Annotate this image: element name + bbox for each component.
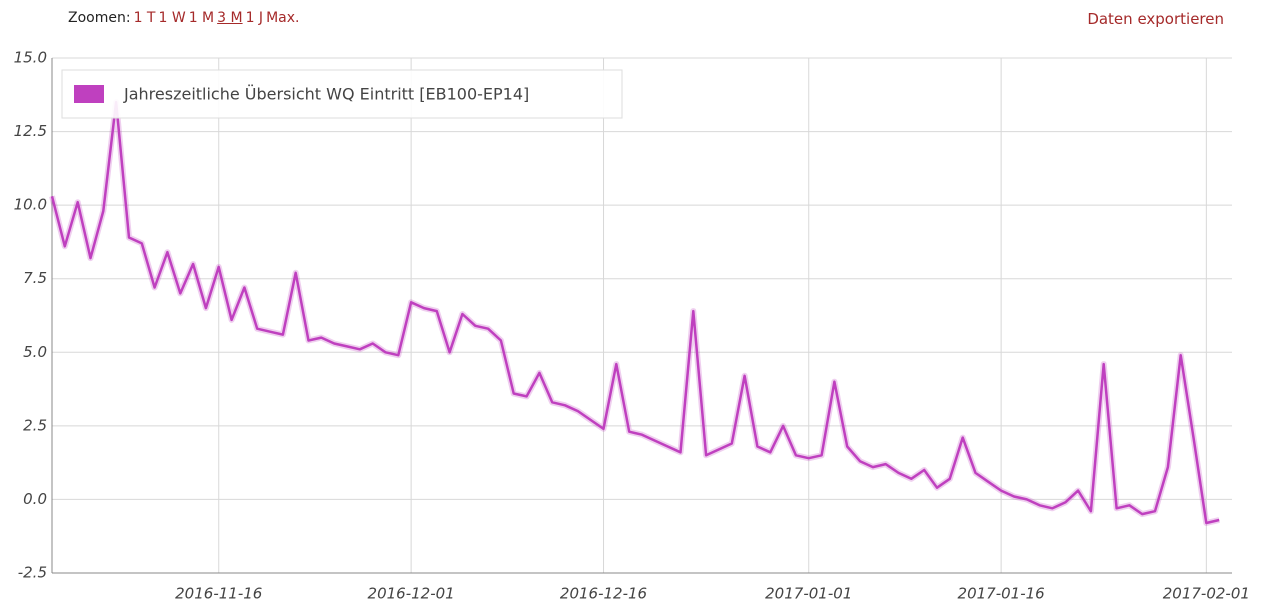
export-link[interactable]: Daten exportieren <box>1087 10 1224 28</box>
y-tick-label: 0.0 <box>23 490 47 508</box>
line-shadow <box>49 99 1220 526</box>
x-tick-label: 2016-12-16 <box>560 585 647 603</box>
legend-label: Jahreszeitliche Übersicht WQ Eintritt [E… <box>123 85 529 104</box>
y-tick-label: 2.5 <box>23 416 47 434</box>
zoom-option[interactable]: 1 T <box>133 10 156 26</box>
legend-swatch <box>74 85 104 103</box>
x-tick-label: 2017-02-01 <box>1163 585 1250 603</box>
x-tick-label: 2017-01-01 <box>765 585 852 603</box>
x-tick-label: 2016-11-16 <box>175 585 262 603</box>
legend-box <box>61 69 623 119</box>
x-tick-label: 2017-01-16 <box>958 585 1045 603</box>
y-tick-label: 10.0 <box>14 196 47 214</box>
zoom-option[interactable]: 1 J <box>245 10 264 26</box>
y-tick-label: 12.5 <box>14 122 47 140</box>
zoom-option[interactable]: Max. <box>266 10 300 26</box>
zoom-option[interactable]: 1 M <box>188 10 215 26</box>
zoom-label: Zoomen: <box>68 10 131 26</box>
y-tick-label: 15.0 <box>14 49 47 67</box>
line <box>50 100 1220 525</box>
y-tick-label: 7.5 <box>23 269 47 287</box>
y-tick-label: 5.0 <box>23 343 47 361</box>
x-tick-label: 2016-12-01 <box>368 585 455 603</box>
zoom-option[interactable]: 3 M <box>217 10 243 26</box>
zoom-option[interactable]: 1 W <box>158 10 186 26</box>
y-tick-label: -2.5 <box>18 564 47 582</box>
